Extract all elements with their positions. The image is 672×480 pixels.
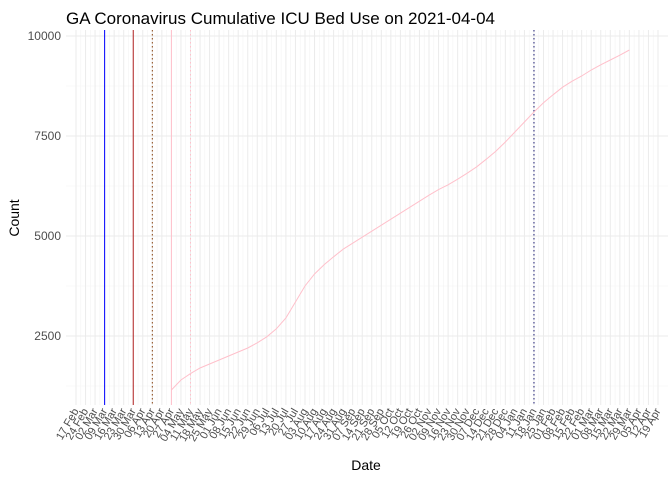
y-tick-label: 5000 xyxy=(34,229,61,243)
y-axis-title: Count xyxy=(6,199,22,236)
y-tick-label: 2500 xyxy=(34,329,61,343)
data-line xyxy=(171,49,630,391)
chart-title: GA Coronavirus Cumulative ICU Bed Use on… xyxy=(66,9,495,28)
x-axis-title: Date xyxy=(351,457,381,473)
y-tick-label: 10000 xyxy=(28,29,62,43)
y-tick-label: 7500 xyxy=(34,129,61,143)
